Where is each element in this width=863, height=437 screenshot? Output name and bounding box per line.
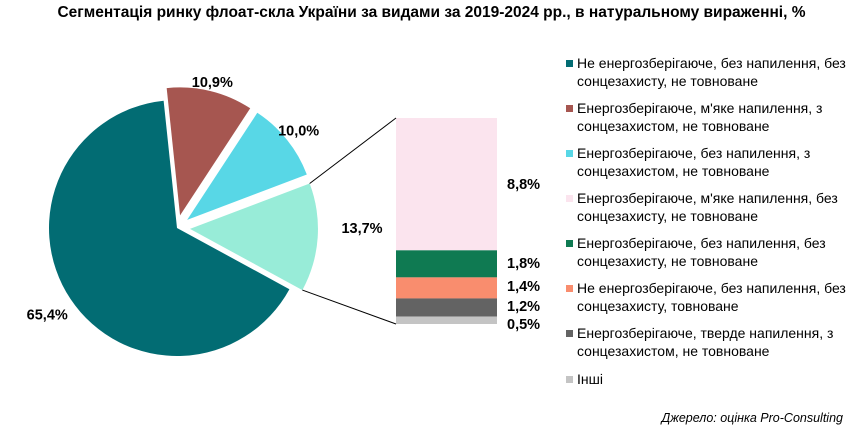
pie-data-label: 10,9% [192, 75, 233, 91]
bar-segment [396, 298, 497, 317]
bar-data-label: 1,8% [507, 256, 540, 272]
connector-line [302, 289, 397, 325]
source-note: Джерело: оцінка Pro-Consulting [661, 411, 843, 425]
legend-swatch [566, 105, 573, 112]
bar-data-label: 1,2% [507, 299, 540, 315]
legend-label: Енергозберігаюче, м'яке напилення, без с… [577, 190, 838, 224]
legend-swatch [566, 240, 573, 247]
pie-slice [48, 100, 290, 356]
legend-swatch [566, 330, 573, 337]
bar-segment [396, 250, 497, 278]
legend-label: Енергозберігаюче, без напилення, без сон… [577, 235, 826, 269]
bar-segment [396, 118, 497, 251]
legend-item: Енергозберігаюче, м'яке напилення, без с… [566, 189, 861, 225]
pie-slice [166, 87, 251, 216]
pie-slice [187, 112, 307, 220]
legend-swatch [566, 150, 573, 157]
bar-segment [396, 316, 497, 324]
legend-item: Енергозберігаюче, тверде напилення, з со… [566, 324, 861, 360]
legend-label: Енергозберігаюче, м'яке напилення, з сон… [577, 100, 823, 134]
legend-item: Енергозберігаюче, м'яке напилення, з сон… [566, 99, 861, 135]
legend-item: Інші [566, 370, 861, 388]
bar-data-label: 8,8% [507, 177, 540, 193]
legend-item: Енергозберігаюче, без напилення, без сон… [566, 234, 861, 270]
bar-data-label: 0,5% [507, 317, 540, 333]
pie-slice [189, 183, 318, 291]
bar-segment [396, 277, 497, 299]
legend-label: Інші [577, 371, 603, 387]
legend-swatch [566, 376, 573, 383]
chart-legend: Не енергозберігаюче, без напилення, без … [566, 54, 861, 388]
chart-title: Сегментація ринку флоат-скла України за … [57, 4, 806, 21]
legend-item: Енергозберігаюче, без напилення, з сонце… [566, 144, 861, 180]
legend-label: Не енергозберігаюче, без напилення, без … [577, 280, 846, 314]
legend-item: Не енергозберігаюче, без напилення, без … [566, 54, 861, 90]
legend-label: Енергозберігаюче, без напилення, з сонце… [577, 145, 811, 179]
legend-item: Не енергозберігаюче, без напилення, без … [566, 279, 861, 315]
bar-data-label: 1,4% [507, 279, 540, 295]
connector-line [309, 117, 397, 184]
legend-label: Енергозберігаюче, тверде напилення, з со… [577, 325, 834, 359]
legend-swatch [566, 60, 573, 67]
legend-swatch [566, 195, 573, 202]
pie-data-label: 65,4% [27, 308, 68, 324]
pie-data-label: 10,0% [278, 123, 319, 139]
legend-swatch [566, 285, 573, 292]
legend-label: Не енергозберігаюче, без напилення, без … [577, 55, 846, 89]
pie-data-label: 13,7% [341, 221, 382, 237]
